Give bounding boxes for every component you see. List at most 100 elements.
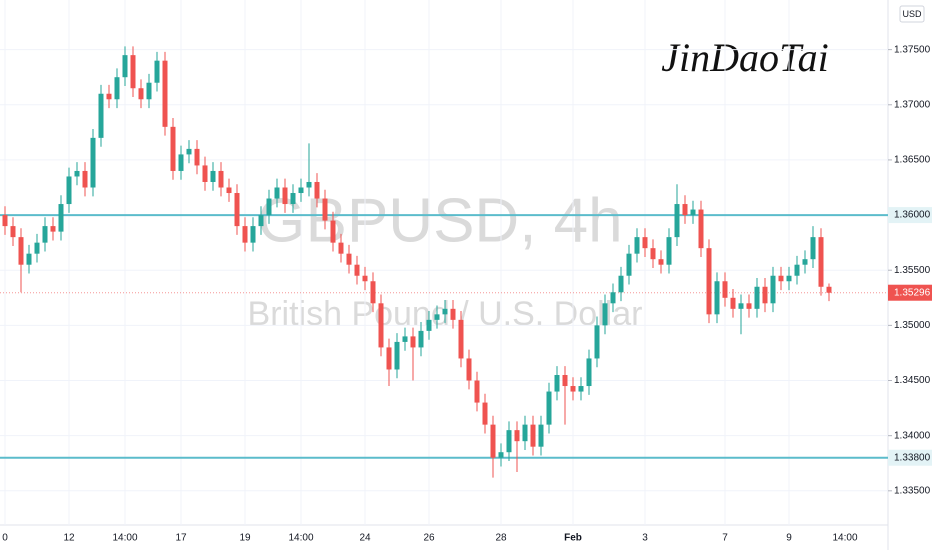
candle-body (146, 82, 152, 100)
level-label: 1.33800 (894, 452, 931, 463)
currency: USD (902, 9, 922, 19)
x-tick-label: 9 (786, 533, 792, 544)
candle-body (546, 391, 552, 425)
candle-body (570, 386, 576, 392)
candle-body (434, 314, 440, 320)
last-price-label: 1.35296 (894, 287, 931, 298)
candle-body (386, 347, 392, 370)
candle-body (290, 193, 296, 205)
candle-body (338, 242, 344, 254)
candle-body (186, 148, 192, 155)
candle-body (34, 242, 40, 254)
currency-box[interactable] (899, 5, 925, 23)
candle-body (218, 170, 224, 188)
watermark-symbol: GBPUSD, 4h (257, 186, 622, 255)
candle-body (682, 204, 688, 216)
y-tick-label: 1.34000 (894, 430, 931, 441)
candle-body (778, 275, 784, 282)
candle-body (818, 237, 824, 287)
candle-body (362, 275, 368, 282)
candle-body (738, 303, 744, 309)
candle-body (754, 286, 760, 309)
candle-body (170, 126, 176, 171)
candle-body (474, 380, 480, 403)
candle-body (154, 60, 160, 83)
candle-body (450, 308, 456, 320)
candle-body (658, 259, 664, 265)
candle-body (690, 209, 696, 216)
candle-body (210, 170, 216, 182)
candle-body (74, 170, 80, 177)
candle-body (562, 375, 568, 387)
candle-body (578, 386, 584, 392)
candle-body (722, 281, 728, 298)
candle-body (98, 93, 104, 138)
candle-body (802, 259, 808, 265)
x-tick-label: 28 (495, 533, 507, 544)
candle-body (826, 286, 832, 293)
candle-body (330, 220, 336, 243)
candle-body (2, 215, 8, 227)
candle-body (402, 336, 408, 342)
candle-body (554, 375, 560, 392)
candle-body (322, 198, 328, 221)
candle-body (490, 424, 496, 458)
candle-body (610, 292, 616, 304)
candle-body (442, 308, 448, 315)
candle-body (234, 193, 240, 227)
candle-body (58, 204, 64, 232)
y-tick-label: 1.36500 (894, 155, 931, 166)
y-tick-label: 1.34500 (894, 375, 931, 386)
candle-body (122, 55, 128, 78)
candle-body (410, 336, 416, 348)
candle-body (42, 226, 48, 243)
candle-body (242, 226, 248, 243)
candle-body (482, 402, 488, 425)
candle-body (418, 330, 424, 348)
y-tick-label: 1.33500 (894, 485, 931, 496)
candle-body (306, 181, 312, 188)
x-tick-label: 0 (2, 533, 8, 544)
level-label: 1.36000 (894, 210, 931, 221)
candle-body (378, 303, 384, 348)
x-tick-label: 14:00 (832, 533, 857, 544)
y-tick-label: 1.35500 (894, 265, 931, 276)
y-tick-label: 1.37000 (894, 99, 931, 110)
candle-body (18, 237, 24, 265)
x-tick-label: Feb (564, 533, 582, 544)
candle-body (794, 264, 800, 276)
candle-body (114, 77, 120, 100)
candle-body (282, 187, 288, 205)
level-label-box (888, 449, 932, 466)
candle-body (106, 93, 112, 100)
candle-body (642, 237, 648, 249)
candle-body (138, 88, 144, 100)
candle-body (194, 148, 200, 166)
candle-body (370, 281, 376, 304)
candle-body (618, 275, 624, 293)
x-tick-label: 17 (175, 533, 187, 544)
candle-body (162, 60, 168, 127)
candle-body (82, 170, 88, 188)
candle-body (346, 253, 352, 265)
candle-body (626, 253, 632, 276)
candle-body (530, 424, 536, 447)
candle-body (426, 319, 432, 331)
candle-body (698, 209, 704, 249)
candle-body (50, 226, 56, 232)
candle-body (714, 281, 720, 315)
candle-body (602, 303, 608, 326)
candle-body (10, 226, 16, 238)
candle-body (746, 303, 752, 309)
candle-body (666, 237, 672, 265)
x-tick-label: 19 (239, 533, 251, 544)
x-tick-label: 24 (359, 533, 371, 544)
candle-body (810, 237, 816, 260)
candle-body (250, 226, 256, 243)
y-tick-label: 1.35000 (894, 320, 931, 331)
x-tick-label: 14:00 (112, 533, 137, 544)
candle-body (538, 424, 544, 447)
candle-body (298, 187, 304, 194)
candle-body (634, 237, 640, 254)
